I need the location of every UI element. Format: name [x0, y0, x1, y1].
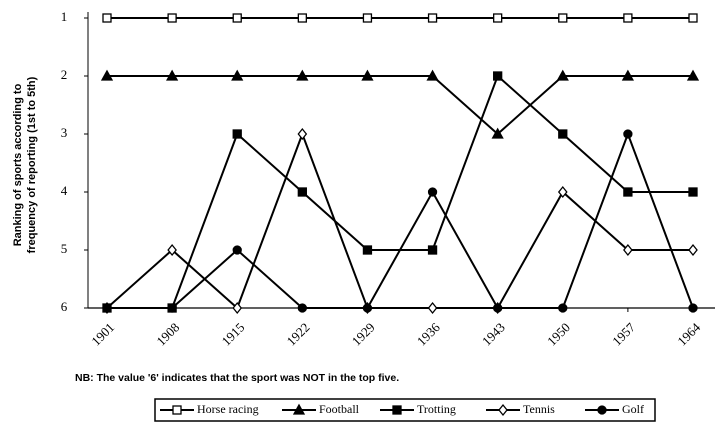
y-label-line: Ranking of sports according to [12, 83, 24, 246]
marker [232, 13, 242, 23]
marker [688, 243, 698, 257]
y-tick-label: 4 [61, 183, 68, 198]
y-tick-label: 1 [61, 9, 68, 24]
marker [558, 303, 568, 313]
y-tick-label: 5 [61, 241, 68, 256]
x-tick-label: 1957 [609, 319, 638, 348]
marker [426, 69, 439, 81]
y-tick-label: 2 [61, 67, 68, 82]
marker [498, 403, 508, 417]
x-tick-label: 1936 [414, 319, 443, 348]
marker [297, 127, 308, 141]
marker [427, 187, 438, 197]
x-tick-label: 1943 [479, 320, 508, 349]
marker [100, 69, 114, 81]
legend-item: Trotting [380, 402, 456, 416]
marker [427, 301, 438, 315]
marker [686, 69, 700, 81]
marker [493, 13, 503, 23]
legend-label: Trotting [417, 402, 456, 416]
marker [688, 303, 698, 313]
marker [558, 13, 568, 23]
marker [232, 301, 243, 315]
marker [296, 69, 309, 81]
marker [427, 245, 438, 255]
x-tick-label: 1922 [284, 320, 313, 349]
marker [558, 129, 568, 139]
series-line [107, 131, 694, 309]
marker [621, 69, 634, 81]
marker [392, 405, 402, 415]
marker [232, 129, 242, 139]
legend-item: Horse racing [160, 402, 259, 416]
marker [167, 13, 177, 23]
marker [623, 129, 633, 139]
x-tick-label: 1950 [544, 320, 573, 349]
series-line [106, 131, 693, 310]
legend-item: Football [282, 402, 360, 416]
marker [102, 303, 112, 313]
marker [292, 403, 306, 415]
marker [623, 187, 633, 197]
marker [493, 71, 503, 81]
y-axis-label: Ranking of sports according to frequency… [12, 76, 38, 253]
marker [297, 303, 307, 313]
legend-label: Horse racing [197, 402, 259, 416]
marker [167, 243, 177, 257]
x-tick-label: 1908 [153, 320, 182, 349]
marker [688, 13, 698, 23]
legend-label: Tennis [523, 402, 555, 416]
legend-label: Golf [622, 402, 644, 416]
marker [361, 69, 374, 81]
marker [597, 405, 607, 415]
marker [231, 69, 244, 81]
marker [362, 13, 373, 23]
marker [493, 303, 503, 313]
marker [491, 127, 504, 139]
marker [427, 13, 438, 23]
marker [172, 405, 182, 415]
y-tick-label: 3 [61, 125, 68, 140]
x-tick-label: 1915 [218, 320, 247, 349]
marker [102, 13, 112, 23]
y-tick-label: 6 [61, 299, 68, 314]
series-line [107, 74, 693, 309]
legend-box [154, 398, 656, 422]
marker [297, 13, 307, 23]
marker [623, 13, 633, 23]
x-tick-label: 1901 [88, 320, 117, 349]
marker [167, 303, 177, 313]
marker [623, 243, 633, 257]
marker [362, 245, 373, 255]
y-label-line: frequency of reporting (1st to 5th) [26, 76, 38, 253]
marker [556, 69, 569, 81]
marker [232, 245, 242, 255]
legend-label: Football [319, 402, 360, 416]
x-tick-label: 1964 [674, 319, 703, 348]
marker [166, 69, 179, 81]
legend-item: Golf [585, 402, 644, 416]
note: NB: The value '6' indicates that the spo… [75, 372, 399, 384]
marker [688, 187, 698, 197]
marker [362, 303, 373, 313]
marker [557, 185, 568, 199]
legend-item: Tennis [486, 402, 555, 417]
series-line [107, 75, 693, 136]
x-tick-label: 1929 [349, 320, 378, 349]
marker [297, 187, 307, 197]
